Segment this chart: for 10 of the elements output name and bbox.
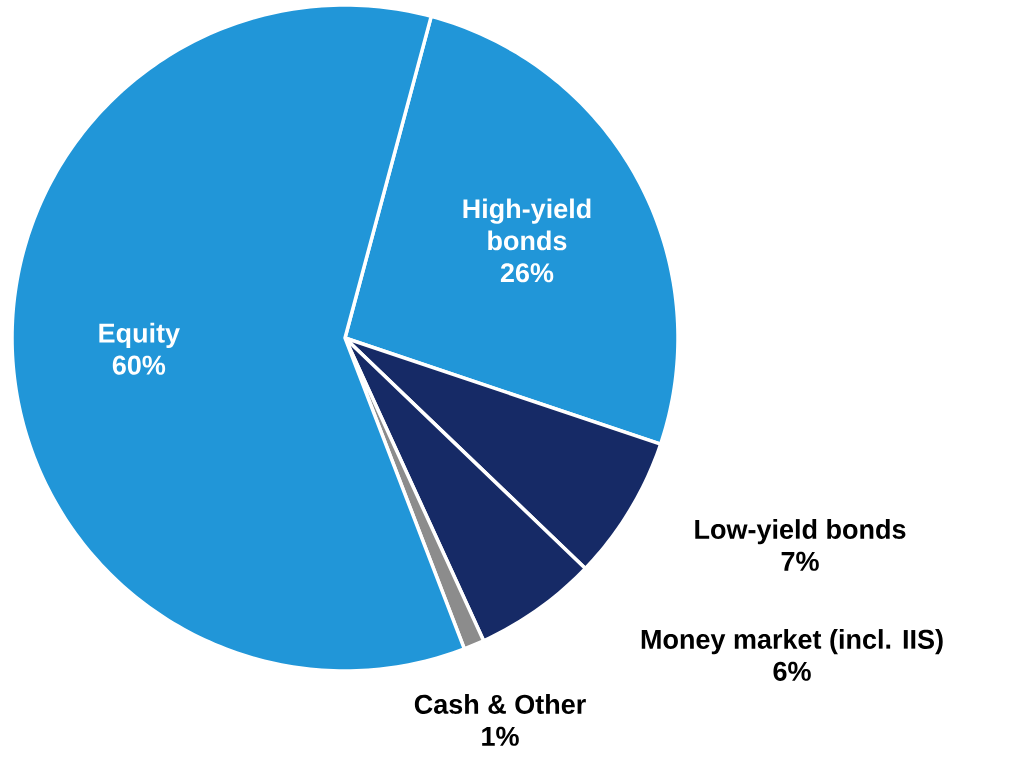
slice-label: Cash & Other — [414, 694, 586, 714]
slice-label: Equity — [99, 322, 180, 349]
slice-label: High-yield bonds — [463, 198, 591, 251]
data-label: 26% — [500, 263, 554, 283]
data-label: 1% — [482, 726, 519, 746]
slice-label: Money market (incl. IIS) — [641, 629, 943, 655]
data-label: 60% — [112, 355, 166, 375]
data-label: 7% — [781, 551, 819, 571]
slice-label: Low-yield bonds — [695, 519, 906, 545]
data-label: 6% — [773, 661, 811, 681]
